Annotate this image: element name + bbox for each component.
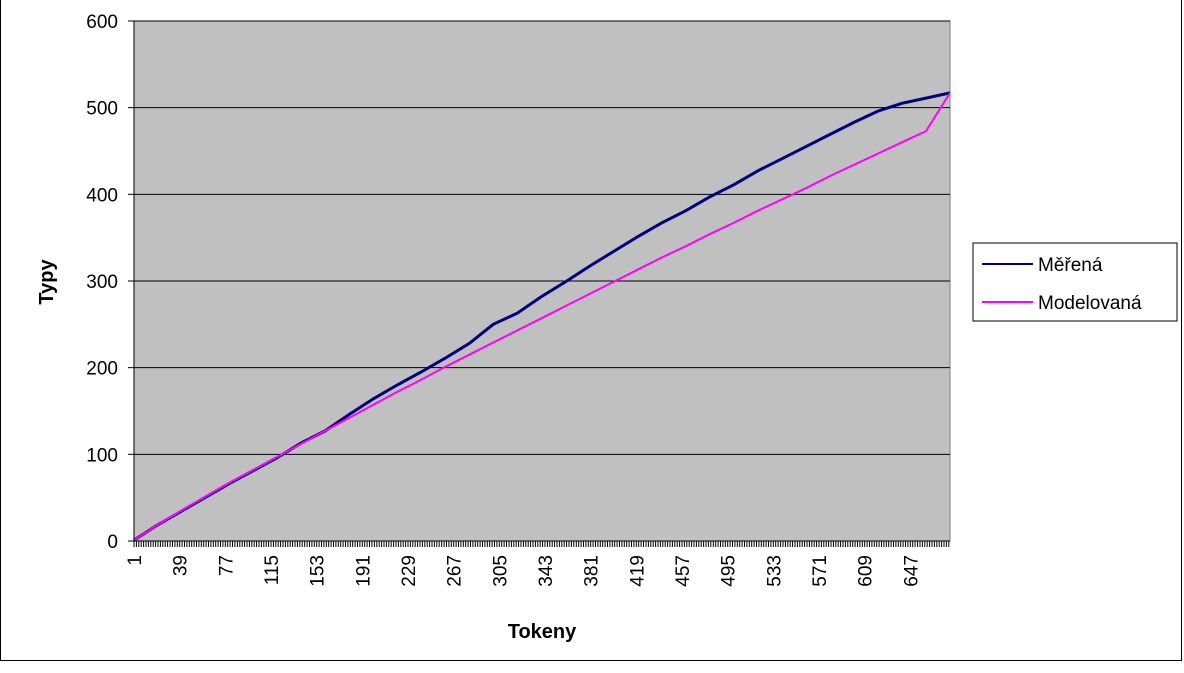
x-tick-label: 533 bbox=[764, 555, 785, 587]
y-tick-label: 100 bbox=[86, 445, 118, 466]
y-axis-title: Typy bbox=[36, 259, 58, 305]
y-tick-label: 400 bbox=[86, 185, 118, 206]
y-tick-label: 500 bbox=[86, 99, 118, 120]
x-axis-title: Tokeny bbox=[508, 621, 577, 643]
series-line-1 bbox=[133, 92, 951, 541]
x-tick-labels: 1 39 77 115 153 191 229 267 305 343 381 419 457 495 53… bbox=[125, 555, 922, 587]
x-tick-label: 647 bbox=[901, 555, 922, 587]
x-tick-label: 495 bbox=[719, 555, 740, 587]
y-tick-labels: 0 100 200 300 400 500 600 bbox=[86, 12, 118, 553]
x-axis-ticks bbox=[133, 541, 950, 547]
x-tick-label: 571 bbox=[810, 555, 831, 587]
gridlines bbox=[134, 20, 950, 455]
x-tick-label: 419 bbox=[627, 555, 648, 587]
x-tick-label: 115 bbox=[262, 555, 283, 585]
legend-box bbox=[972, 242, 1178, 322]
x-tick-label: 1 bbox=[125, 555, 146, 566]
y-tick-label: 200 bbox=[86, 359, 118, 380]
x-tick-label: 343 bbox=[536, 555, 557, 587]
x-tick-label: 381 bbox=[582, 555, 603, 587]
x-tick-label: 305 bbox=[490, 555, 511, 587]
x-tick-label: 609 bbox=[856, 555, 877, 587]
y-tick-label: 600 bbox=[86, 12, 118, 33]
y-tick-label: 300 bbox=[86, 272, 118, 293]
y-tick-label: 0 bbox=[107, 532, 118, 553]
x-tick-label: 457 bbox=[673, 555, 694, 587]
legend-label-modelovana: Modelovaná bbox=[1038, 293, 1142, 314]
legend: Měřená Modelovaná bbox=[972, 242, 1178, 322]
x-tick-label: 153 bbox=[308, 555, 329, 587]
axes bbox=[128, 20, 950, 547]
x-tick-label: 39 bbox=[171, 555, 192, 576]
x-tick-label: 191 bbox=[353, 555, 374, 587]
x-tick-label: 77 bbox=[216, 555, 237, 576]
series-lines bbox=[133, 91, 951, 542]
legend-label-merena: Měřená bbox=[1038, 255, 1103, 276]
x-tick-label: 267 bbox=[445, 555, 466, 587]
x-tick-label: 229 bbox=[399, 555, 420, 587]
